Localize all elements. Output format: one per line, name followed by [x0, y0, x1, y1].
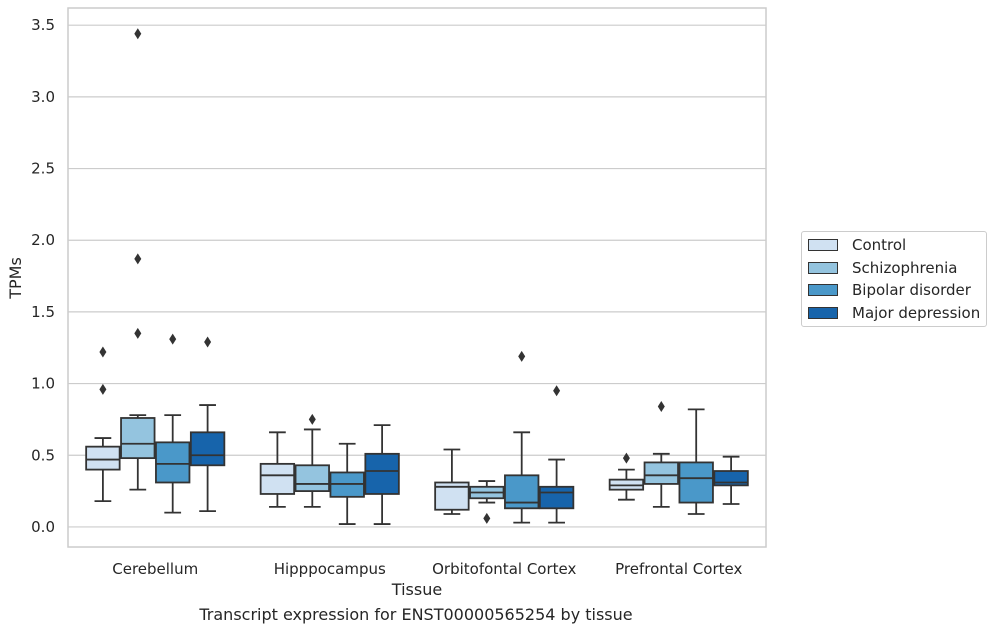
outlier-point — [483, 512, 491, 524]
y-axis-ticks: 0.0 0.5 1.0 1.5 2.0 2.5 3.0 3.5 — [31, 16, 55, 536]
legend-item-control: Control — [808, 235, 906, 255]
outlier-point — [622, 452, 630, 464]
box-bipolar-disorder — [504, 350, 540, 524]
y-tick-label: 1.0 — [31, 375, 55, 393]
box-schizophrenia — [294, 413, 330, 508]
iqr-box — [259, 462, 296, 495]
y-axis-label: TPMs — [6, 257, 25, 300]
legend-label-bipolar-disorder: Bipolar disorder — [852, 281, 971, 299]
outlier-point — [99, 383, 107, 395]
box-control — [85, 346, 121, 503]
outlier-point — [169, 333, 177, 345]
legend-item-bipolar-disorder: Bipolar disorder — [808, 280, 971, 300]
legend-label-schizophrenia: Schizophrenia — [852, 259, 958, 277]
y-tick-label: 1.5 — [31, 303, 55, 321]
x-tick-label: Prefrontal Cortex — [615, 560, 742, 578]
legend-swatch-major-depression — [808, 307, 838, 319]
outlier-point — [134, 253, 142, 265]
box-major-depression — [364, 424, 400, 525]
y-tick-label: 3.5 — [31, 16, 55, 34]
y-tick-label: 2.0 — [31, 231, 55, 249]
outlier-point — [553, 385, 561, 397]
outlier-point — [204, 336, 212, 348]
outlier-point — [308, 413, 316, 425]
box-bipolar-disorder — [155, 333, 191, 514]
legend-item-major-depression: Major depression — [808, 303, 980, 323]
box-control — [434, 448, 470, 515]
x-tick-label: Orbitofontal Cortex — [432, 560, 576, 578]
box-schizophrenia — [643, 401, 679, 508]
y-tick-label: 3.0 — [31, 88, 55, 106]
box-control — [608, 452, 645, 501]
x-tick-label: Hipppocampus — [274, 560, 386, 578]
legend-label-major-depression: Major depression — [852, 304, 981, 322]
legend: Control Schizophrenia Bipolar disorder M… — [801, 231, 987, 327]
figure-caption: Transcript expression for ENST0000056525… — [199, 605, 633, 624]
outlier-point — [134, 28, 142, 40]
x-axis-label: Tissue — [391, 580, 442, 599]
box-schizophrenia — [469, 480, 505, 524]
box-schizophrenia — [120, 28, 156, 491]
x-tick-label: Cerebellum — [112, 560, 198, 578]
y-tick-label: 0.5 — [31, 446, 55, 464]
iqr-box — [155, 441, 191, 484]
y-tick-label: 0.0 — [31, 518, 55, 536]
iqr-box — [364, 452, 400, 495]
iqr-box — [643, 461, 679, 485]
iqr-box — [538, 485, 575, 510]
iqr-box — [85, 445, 121, 471]
box-major-depression — [713, 455, 749, 505]
legend-swatch-bipolar-disorder — [808, 284, 838, 296]
legend-swatch-control — [808, 239, 838, 251]
legend-item-schizophrenia: Schizophrenia — [808, 258, 957, 278]
y-tick-label: 2.5 — [31, 160, 55, 178]
iqr-box — [678, 461, 714, 504]
boxes — [85, 28, 749, 525]
box-bipolar-disorder — [678, 408, 714, 515]
outlier-point — [134, 327, 142, 339]
box-bipolar-disorder — [329, 442, 365, 525]
iqr-box — [120, 417, 156, 460]
plot-frame — [67, 7, 767, 548]
outlier-point — [99, 346, 107, 358]
outlier-point — [657, 401, 665, 413]
legend-label-control: Control — [852, 236, 907, 254]
x-axis-ticks: Cerebellum Hipppocampus Orbitofontal Corte… — [112, 560, 742, 578]
legend-swatch-schizophrenia — [808, 262, 838, 274]
box-major-depression — [538, 385, 575, 524]
outlier-point — [518, 350, 526, 362]
iqr-box — [294, 464, 330, 492]
box-major-depression — [189, 336, 226, 513]
iqr-box — [189, 431, 226, 467]
box-control — [259, 431, 296, 508]
